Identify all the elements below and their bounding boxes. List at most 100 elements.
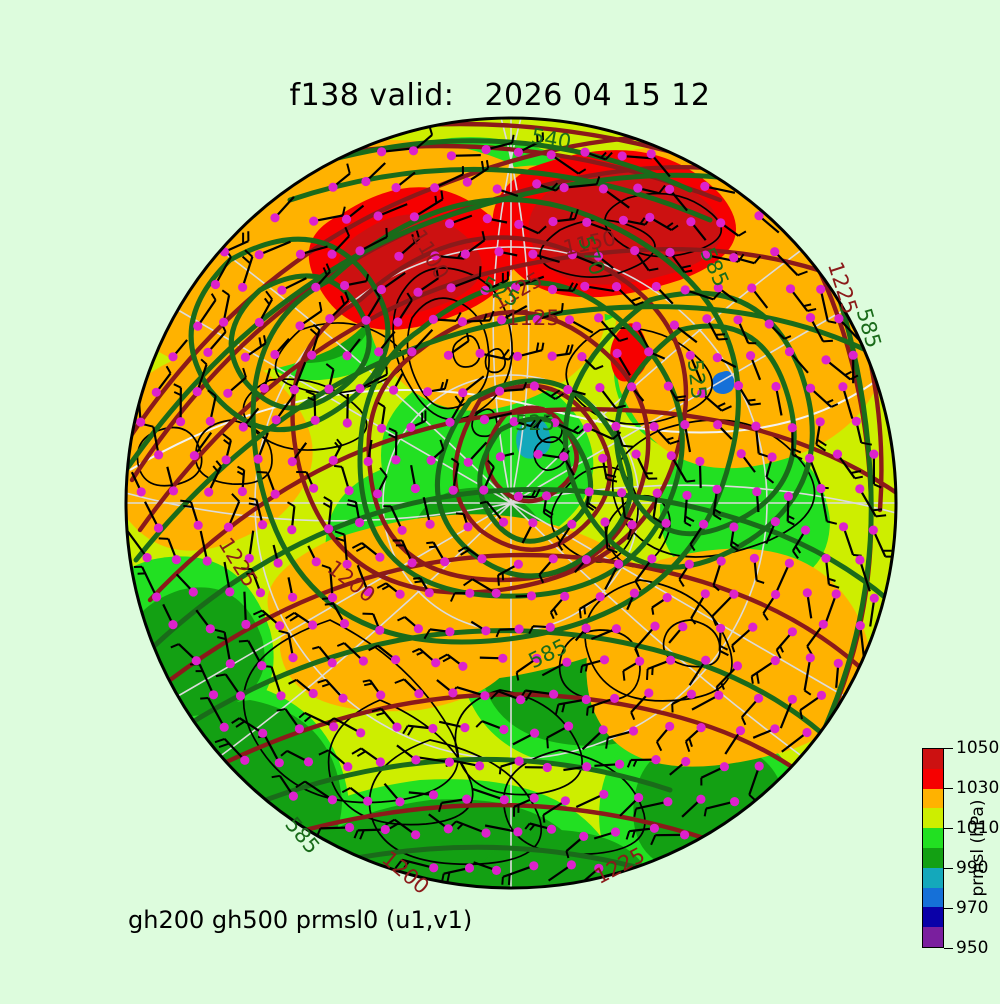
wind-barb-flag [677, 400, 685, 401]
wind-barb-origin-dot [394, 252, 403, 261]
wind-barb-origin-dot [599, 725, 608, 734]
colorbar[interactable] [922, 748, 944, 948]
wind-barb-origin-dot [288, 653, 297, 662]
wind-barb-origin-dot [407, 347, 416, 356]
contour-label-gh500-525-17: 525 [515, 411, 555, 435]
wind-barb-origin-dot [497, 315, 506, 324]
wind-barb-flag [748, 400, 756, 401]
wind-barb-flag [652, 667, 653, 675]
wind-barb-origin-dot [241, 620, 250, 629]
wind-barb-origin-dot [599, 184, 608, 193]
wind-barb-origin-dot [514, 148, 523, 157]
wind-barb-origin-dot [499, 725, 508, 734]
wind-barb-origin-dot [152, 388, 161, 397]
wind-barb-flag [716, 334, 725, 335]
wind-barb-origin-dot [534, 450, 543, 459]
wind-barb-origin-dot [375, 626, 384, 635]
wind-barb-origin-dot [258, 520, 267, 529]
wind-barb-origin-dot [514, 492, 523, 501]
wind-barb-flag [562, 303, 563, 312]
wind-barb-origin-dot [632, 322, 641, 331]
wind-barb-origin-dot [345, 823, 354, 832]
wind-barb-origin-dot [582, 695, 591, 704]
wind-barb-origin-dot [821, 554, 830, 563]
wind-barb-origin-dot [849, 351, 858, 360]
wind-barb-origin-dot [295, 724, 304, 733]
wind-barb-origin-dot [257, 661, 266, 670]
wind-barb-origin-dot [430, 183, 439, 192]
wind-barb-origin-dot [563, 385, 572, 394]
wind-barb-origin-dot [543, 763, 552, 772]
wind-barb-origin-dot [594, 313, 603, 322]
colorbar-band-7 [923, 888, 943, 908]
wind-barb-origin-dot [612, 624, 621, 633]
wind-barb-origin-dot [410, 212, 419, 221]
wind-barb-origin-dot [513, 827, 522, 836]
wind-barb-origin-dot [644, 347, 653, 356]
wind-barb-flag [864, 657, 874, 660]
wind-barb-origin-dot [650, 622, 659, 631]
wind-barb-origin-dot [681, 285, 690, 294]
colorbar-band-4 [923, 828, 943, 848]
wind-barb-origin-dot [736, 726, 745, 735]
wind-barb-origin-dot [832, 589, 841, 598]
wind-barb-origin-dot [856, 621, 865, 630]
colorbar-tick-label-1030: 1030 [956, 778, 999, 798]
wind-barb-flag [502, 877, 503, 885]
wind-barb-origin-dot [834, 659, 843, 668]
wind-barb-origin-dot [203, 348, 212, 357]
wind-barb-origin-dot [375, 553, 384, 562]
wind-barb-origin-dot [752, 487, 761, 496]
wind-barb-origin-dot [839, 522, 848, 531]
wind-barb-origin-dot [717, 557, 726, 566]
wind-barb-origin-dot [288, 457, 297, 466]
wind-barb-origin-dot [580, 282, 589, 291]
wind-barb-origin-dot [154, 450, 163, 459]
wind-barb-origin-dot [680, 830, 689, 839]
wind-barb-origin-dot [869, 450, 878, 459]
wind-barb-origin-dot [395, 797, 404, 806]
wind-barb-origin-dot [136, 418, 145, 427]
wind-barb-origin-dot [272, 415, 281, 424]
contour-label-gh500-525-16: 525 [683, 358, 711, 400]
wind-barb-origin-dot [768, 452, 777, 461]
wind-barb-origin-dot [495, 387, 504, 396]
wind-barb-flag [272, 776, 280, 777]
wind-barb-origin-dot [528, 518, 537, 527]
wind-barb-origin-dot [359, 656, 368, 665]
wind-barb-origin-dot [463, 178, 472, 187]
wind-barb-origin-dot [701, 589, 710, 598]
wind-barb-origin-dot [476, 349, 485, 358]
wind-barb-flag [435, 196, 436, 203]
wind-barb-origin-dot [444, 824, 453, 833]
wind-barb-origin-dot [627, 382, 636, 391]
wind-barb-origin-dot [277, 286, 286, 295]
wind-barb-origin-dot [440, 557, 449, 566]
wind-barb-origin-dot [373, 489, 382, 498]
wind-barb-origin-dot [786, 284, 795, 293]
wind-barb-origin-dot [665, 248, 674, 257]
wind-barb-origin-dot [755, 762, 764, 771]
wind-barb-flag [183, 506, 192, 507]
wind-barb-origin-dot [560, 183, 569, 192]
wind-barb-flag [750, 404, 761, 405]
wind-barb-flag [500, 767, 501, 775]
wind-barb-origin-dot [614, 559, 623, 568]
wind-barb-origin-dot [447, 151, 456, 160]
wind-barb-origin-dot [561, 796, 570, 805]
wind-barb-origin-dot [152, 592, 161, 601]
wind-barb-origin-dot [662, 519, 671, 528]
wind-barb-origin-dot [270, 213, 279, 222]
wind-barb-origin-dot [770, 724, 779, 733]
wind-barb-origin-dot [411, 484, 420, 493]
wind-barb-origin-dot [670, 320, 679, 329]
wind-barb-origin-dot [600, 517, 609, 526]
wind-barb-flag [503, 573, 504, 581]
wind-barb-origin-dot [461, 250, 470, 259]
wind-barb-origin-dot [381, 825, 390, 834]
wind-barb-origin-dot [748, 623, 757, 632]
wind-barb-origin-dot [376, 691, 385, 700]
wind-barb-origin-dot [765, 319, 774, 328]
wind-barb-origin-dot [311, 283, 320, 292]
wind-barb-origin-dot [697, 723, 706, 732]
